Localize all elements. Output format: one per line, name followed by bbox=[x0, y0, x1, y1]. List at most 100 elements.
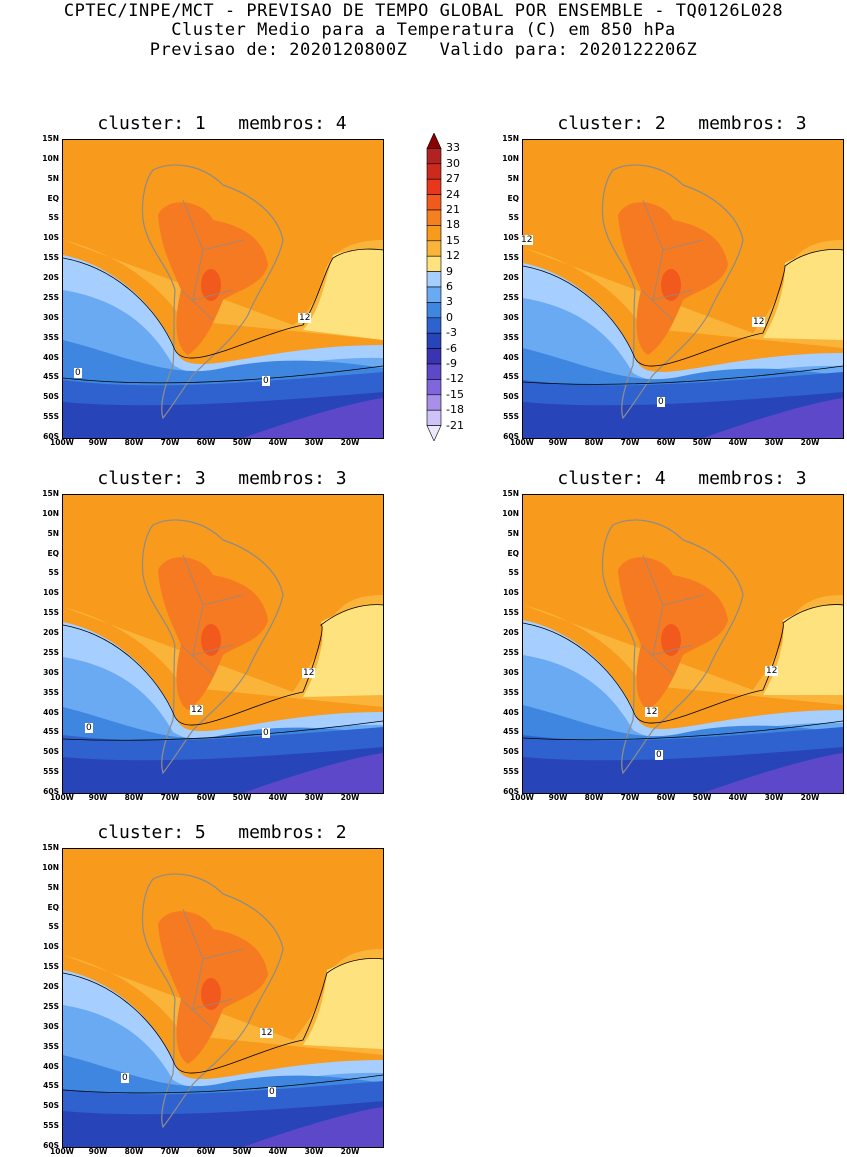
lon-tick-label: 100W bbox=[510, 438, 534, 447]
lon-tick-label: 70W bbox=[620, 438, 640, 447]
south-america-outline bbox=[601, 164, 744, 420]
lat-tick-label: EQ bbox=[47, 193, 60, 203]
contour-12 bbox=[523, 604, 843, 724]
colorbar-box bbox=[426, 286, 442, 303]
lat-tick-label: 20S bbox=[43, 628, 59, 638]
band-21-24 bbox=[661, 624, 681, 656]
lon-tick-label: 90W bbox=[88, 1147, 108, 1156]
lat-tick-label: 10N bbox=[502, 508, 519, 518]
lat-tick-label: 45S bbox=[503, 372, 519, 382]
colorbar-box bbox=[426, 409, 442, 426]
band-21-24 bbox=[201, 269, 221, 301]
lat-tick-label: 5N bbox=[47, 173, 60, 183]
lat-tick-label: 55S bbox=[43, 767, 59, 777]
lat-tick-label: 10N bbox=[42, 508, 59, 518]
contour-label: 12 bbox=[298, 313, 312, 323]
lon-tick-label: 40W bbox=[268, 793, 288, 802]
colorbar-level-label: 6 bbox=[446, 280, 453, 293]
lon-tick-label: 30W bbox=[304, 1147, 324, 1156]
colorbar-box bbox=[426, 209, 442, 226]
contour-12 bbox=[63, 248, 383, 359]
country-borders bbox=[180, 908, 244, 1030]
panel-title: cluster: 3 membros: 3 bbox=[97, 468, 347, 489]
lat-tick-label: 60S bbox=[43, 1141, 59, 1150]
lon-tick-label: 100W bbox=[50, 1147, 74, 1156]
lat-tick-label: 20S bbox=[503, 273, 519, 283]
lat-tick-label: 10S bbox=[503, 233, 519, 243]
lon-tick-label: 40W bbox=[268, 438, 288, 447]
lat-tick-label: 60S bbox=[503, 787, 519, 796]
band-9-12 bbox=[303, 604, 383, 697]
lat-tick-label: EQ bbox=[47, 902, 60, 912]
panel-title: cluster: 2 membros: 3 bbox=[557, 113, 807, 134]
lat-tick-label: 35S bbox=[43, 332, 59, 342]
lat-tick-label: 40S bbox=[43, 707, 59, 717]
band-12-15 bbox=[63, 595, 383, 707]
lat-tick-label: 45S bbox=[503, 727, 519, 737]
lat-tick-label: 50S bbox=[503, 747, 519, 757]
band-12-15 bbox=[523, 595, 843, 705]
panel-cluster-4: cluster: 4 membros: 3 15N 10N 5N EQ 5S 10S 15S 2… bbox=[502, 468, 844, 802]
lat-tick-label: 30S bbox=[43, 1021, 59, 1031]
lat-tick-label: 15N bbox=[502, 134, 519, 143]
lat-tick-label: 20S bbox=[43, 982, 59, 992]
country-borders bbox=[640, 199, 704, 321]
contour-label: 0 bbox=[262, 376, 270, 386]
lat-tick-label: 50S bbox=[503, 392, 519, 402]
colorbar-level-label: -9 bbox=[446, 357, 457, 370]
lat-tick-label: 5S bbox=[48, 922, 59, 932]
lat-tick-label: 15S bbox=[43, 253, 59, 263]
contour-label: 12 bbox=[302, 668, 316, 678]
country-borders bbox=[640, 554, 704, 676]
chart-title-line1: CPTEC/INPE/MCT - PREVISAO DE TEMPO GLOBA… bbox=[63, 1, 784, 21]
lon-tick-label: 90W bbox=[548, 438, 568, 447]
lon-tick-label: 90W bbox=[88, 793, 108, 802]
colorbar-level-label: 15 bbox=[446, 233, 460, 247]
panel-cluster-5: cluster: 5 membros: 2 15N 10N 5N EQ 5S 10S 15S 2… bbox=[42, 822, 384, 1156]
contour-0 bbox=[63, 1074, 383, 1094]
colorbar-box bbox=[426, 332, 442, 349]
lat-tick-label: 15S bbox=[503, 608, 519, 618]
lat-tick-label: EQ bbox=[507, 548, 520, 558]
lat-tick-label: 35S bbox=[43, 1041, 59, 1051]
lat-tick-label: 5S bbox=[508, 568, 519, 578]
colorbar-level-label: 33 bbox=[446, 141, 460, 155]
lat-tick-label: 5N bbox=[507, 528, 520, 538]
contour-0 bbox=[523, 365, 843, 385]
lat-tick-label: 50S bbox=[43, 392, 59, 402]
lon-tick-label: 20W bbox=[800, 793, 820, 802]
panel-cluster-2: cluster: 2 membros: 3 15N 10N 5N EQ 5S 10S 15S 2… bbox=[502, 113, 844, 447]
lon-tick-label: 100W bbox=[50, 793, 74, 802]
colorbar-box bbox=[426, 302, 442, 319]
colorbar-level-label: 12 bbox=[446, 249, 460, 263]
colorbar-level-label: -15 bbox=[446, 387, 464, 401]
lon-tick-label: 60W bbox=[196, 1147, 216, 1156]
panel-cluster-1: cluster: 1 membros: 4 15N 10N 5N EQ 5S 10S 15S 2… bbox=[42, 113, 384, 447]
lon-tick-label: 70W bbox=[160, 438, 180, 447]
lat-tick-label: 15N bbox=[42, 489, 59, 498]
panel-map bbox=[522, 139, 844, 439]
lon-tick-label: 30W bbox=[764, 438, 784, 447]
lat-tick-label: 15S bbox=[43, 962, 59, 972]
lon-tick-label: 80W bbox=[124, 438, 144, 447]
lon-tick-label: 70W bbox=[160, 793, 180, 802]
lat-tick-label: 10N bbox=[42, 153, 59, 163]
band-m9-m6 bbox=[243, 1107, 383, 1147]
lon-tick-label: 20W bbox=[800, 438, 820, 447]
lat-tick-label: EQ bbox=[507, 193, 520, 203]
colorbar-level-label: -21 bbox=[446, 418, 464, 432]
lat-tick-label: 15N bbox=[42, 843, 59, 852]
lon-tick-label: 30W bbox=[304, 438, 324, 447]
lat-tick-label: 35S bbox=[43, 687, 59, 697]
lon-tick-label: 60W bbox=[656, 793, 676, 802]
lat-tick-label: 30S bbox=[43, 667, 59, 677]
lon-tick-label: 90W bbox=[548, 793, 568, 802]
lat-tick-label: 15N bbox=[42, 134, 59, 143]
band-12-15 bbox=[63, 949, 383, 1055]
lat-tick-label: 60S bbox=[503, 432, 519, 441]
contour-label: 12 bbox=[260, 1028, 274, 1038]
lat-tick-label: 40S bbox=[43, 352, 59, 362]
contour-label: 0 bbox=[74, 368, 82, 378]
lon-tick-label: 80W bbox=[124, 1147, 144, 1156]
colorbar-level-label: 24 bbox=[446, 187, 460, 201]
